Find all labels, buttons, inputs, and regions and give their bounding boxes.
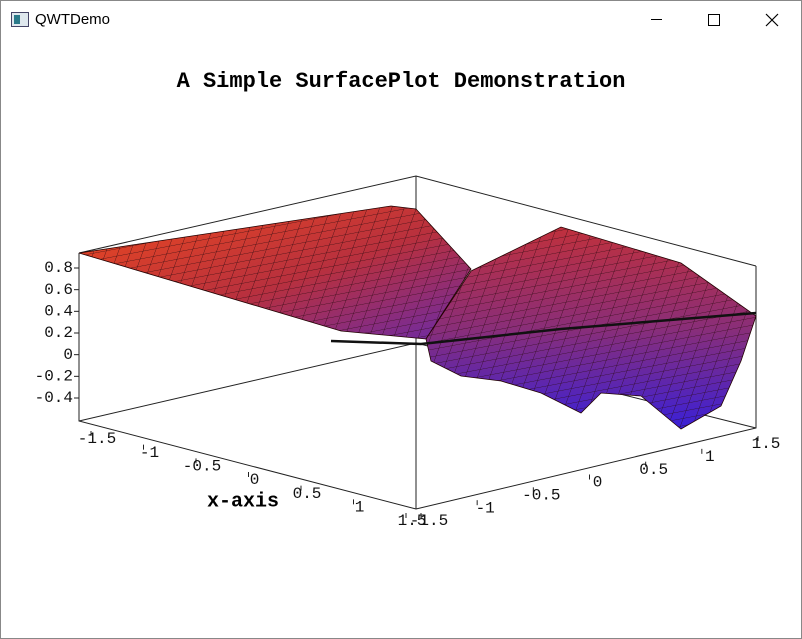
title-bar: QWTDemo [1, 1, 801, 37]
y-tick-label: -1 [476, 499, 495, 517]
x-tick-label: 1.5 [398, 512, 427, 530]
z-tick-label: 0.2 [44, 324, 73, 342]
surface [78, 205, 757, 430]
x-tick-label: -1.5 [78, 430, 116, 448]
z-tick-label: 0.6 [44, 281, 73, 299]
z-tick-label: 0.4 [44, 303, 73, 321]
surface-plot: A Simple SurfacePlot Demonstration x-axi… [35, 69, 781, 530]
window-title: QWTDemo [35, 11, 110, 28]
y-tick-label: 1.5 [752, 435, 781, 453]
minimize-button[interactable] [627, 1, 685, 37]
z-tick-label: -0.4 [35, 389, 73, 407]
y-tick-label: -0.5 [522, 487, 560, 505]
y-tick-label: -1.5 [410, 512, 448, 530]
plot-title: A Simple SurfacePlot Demonstration [177, 69, 626, 94]
maximize-button[interactable] [685, 1, 743, 37]
x-tick-label: 0.5 [293, 485, 322, 503]
y-tick-label: 0 [593, 474, 603, 492]
z-tick-label: 0 [63, 346, 73, 364]
app-icon [11, 12, 29, 27]
z-tick-label: -0.2 [35, 368, 73, 386]
x-axis-label: x-axis [207, 490, 279, 513]
x-tick-label: -0.5 [183, 458, 221, 476]
y-tick-label: 0.5 [639, 461, 668, 479]
x-tick-label: 0 [250, 471, 260, 489]
close-button[interactable] [743, 1, 801, 37]
x-tick-label: -1 [140, 444, 159, 462]
z-tick-label: 0.8 [44, 259, 73, 277]
x-tick-label: 1 [355, 499, 365, 517]
y-tick-label: 1 [705, 448, 715, 466]
